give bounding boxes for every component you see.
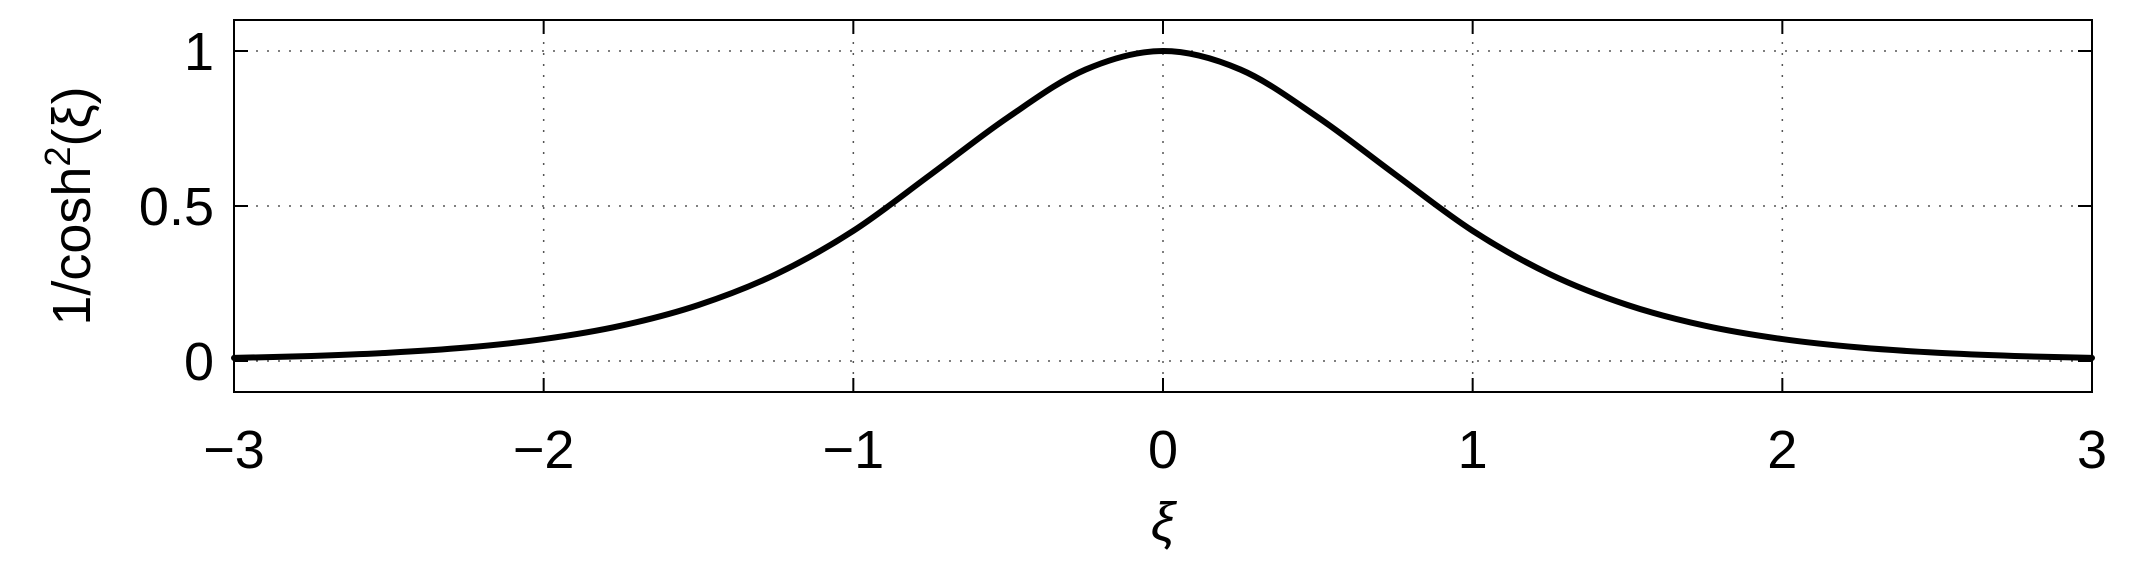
y-tick-label: 0.5: [139, 177, 214, 237]
x-tick-label: −2: [513, 420, 575, 480]
x-tick-label: 1: [1458, 420, 1488, 480]
y-axis-label-suffix: (ξ): [42, 86, 102, 146]
grid-lines: [234, 20, 2092, 392]
x-tick-label: −1: [823, 420, 885, 480]
series-line: [231, 48, 2095, 361]
x-tick-label: −3: [203, 420, 265, 480]
y-tick-label: 0: [184, 332, 214, 392]
tick-marks: [233, 20, 2093, 392]
x-tick-label: 0: [1148, 420, 1178, 480]
y-tick-labels: 00.51: [139, 22, 214, 392]
series-layer: [231, 48, 2095, 361]
y-axis-label-prefix: 1/cosh: [42, 167, 102, 326]
y-axis-label-superscript: 2: [37, 147, 78, 167]
x-tick-label: 2: [1767, 420, 1797, 480]
x-tick-label: 3: [2077, 420, 2107, 480]
x-tick-labels: −3 −2 −1 0 1 2 3: [203, 420, 2107, 480]
y-tick-label: 1: [184, 22, 214, 82]
y-axis-label: 1/cosh2(ξ): [37, 86, 103, 325]
x-axis-label: ξ: [1151, 492, 1178, 552]
